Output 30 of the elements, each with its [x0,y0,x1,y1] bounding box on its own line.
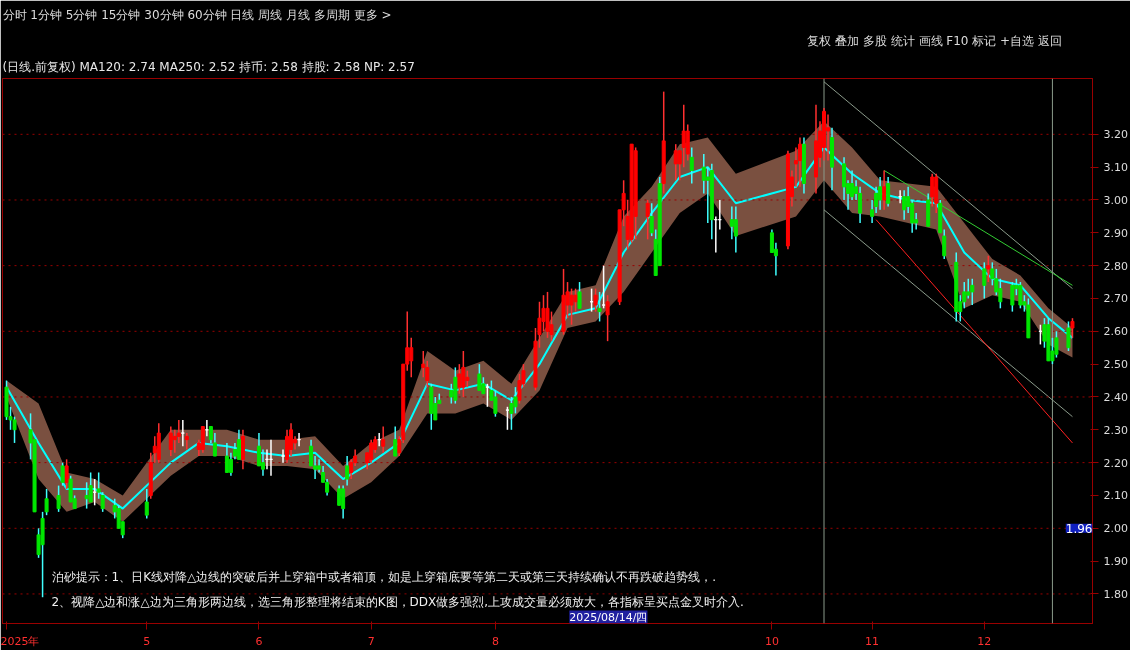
y-tick-label: 3.20 [1103,128,1128,142]
annotation: 2025/08/14/四 [569,610,648,624]
y-tick-label: 3.00 [1103,193,1128,207]
y-tick-label: 1.90 [1103,555,1128,569]
y-tick-label: 2.00 [1103,522,1128,536]
x-tick-label: 10 [764,634,779,648]
annotation: 1.96 [1065,521,1093,536]
text: 分时 1分钟 5分钟 15分钟 30分钟 60分钟 日线 周线 月线 多周期 更多 > [2,7,392,22]
y-tick-label: 2.50 [1103,358,1128,372]
text: (日线.前复权) MA120: 2.74 MA250: 2.52 持币: 2.58 持股: 2.58 NP: 2.57 [2,59,415,74]
y-tick-label: 2.30 [1103,423,1128,437]
x-tick-label: 7 [367,634,375,648]
x-tick-label: 11 [865,634,880,648]
y-tick-label: 2.80 [1103,259,1128,273]
y-tick-label: 2.10 [1103,489,1128,503]
annotation: 泊砂提示：1、日K线对降△边线的突破后并上穿箱中或者箱顶，如是上穿箱底要等第二天或第三天持续确认不再跌破趋势线，. [51,570,717,585]
x-tick-label: 12 [977,634,992,648]
text: 复权 叠加 多股 统计 画线 F10 标记 +自选 返回 [807,33,1062,48]
y-tick-label: 2.60 [1103,325,1128,339]
x-tick-label: 8 [491,634,499,648]
x-tick-label: 6 [255,634,263,648]
y-tick-label: 2.90 [1103,226,1128,240]
x-tick-label: 2025年 [0,634,40,648]
y-tick-label: 2.70 [1103,292,1128,306]
y-tick-label: 2.20 [1103,456,1128,470]
annotation: 2、视降△边和涨△边为三角形两边线，选三角形整理将结束的K图，DDX做多强烈,上攻成交量必须放大，各指标呈买点金叉时介入. [51,594,744,609]
y-tick-label: 2.40 [1103,390,1128,404]
x-tick-label: 5 [143,634,151,648]
y-tick-label: 1.80 [1103,587,1128,601]
y-tick-label: 3.10 [1103,161,1128,175]
